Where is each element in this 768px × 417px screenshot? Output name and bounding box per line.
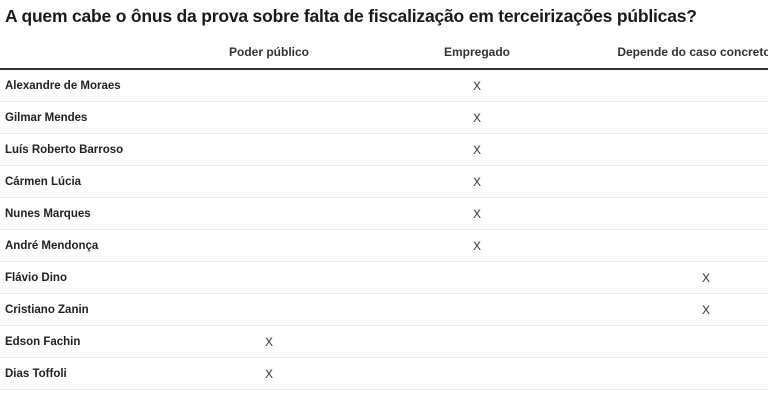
vote-mark: X xyxy=(165,357,373,390)
vote-mark xyxy=(581,197,768,230)
column-header-depende: Depende do caso concreto xyxy=(617,45,768,59)
table-row: Edson Fachin X xyxy=(0,325,768,358)
vote-mark xyxy=(373,293,581,326)
row-name: Flávio Dino xyxy=(0,261,165,294)
table-body: Alexandre de Moraes X Gilmar Mendes X Luís R… xyxy=(0,69,768,390)
vote-mark: X xyxy=(373,229,581,262)
table-row: André Mendonça X xyxy=(0,229,768,262)
vote-mark xyxy=(165,133,373,166)
vote-mark xyxy=(165,69,373,102)
vote-mark: X xyxy=(581,293,768,326)
vote-mark xyxy=(373,325,581,358)
vote-mark: X xyxy=(373,197,581,230)
table-header-row: Poder público Empregado Depende do caso … xyxy=(0,44,768,69)
row-name: Alexandre de Moraes xyxy=(0,69,165,102)
vote-mark xyxy=(165,197,373,230)
table-row: Cristiano Zanin X xyxy=(0,293,768,326)
vote-mark xyxy=(165,165,373,198)
column-header-name xyxy=(0,44,165,69)
row-name: Cármen Lúcia xyxy=(0,165,165,198)
vote-mark xyxy=(581,357,768,390)
table-row: Luís Roberto Barroso X xyxy=(0,133,768,166)
vote-mark xyxy=(581,69,768,102)
vote-mark: X xyxy=(373,101,581,134)
vote-mark xyxy=(581,165,768,198)
vote-mark xyxy=(165,229,373,262)
vote-mark: X xyxy=(165,325,373,358)
row-name: Dias Toffoli xyxy=(0,357,165,390)
column-header-poder-publico: Poder público xyxy=(228,45,309,59)
table-row: Cármen Lúcia X xyxy=(0,165,768,198)
row-name: André Mendonça xyxy=(0,229,165,262)
table-row: Dias Toffoli X xyxy=(0,357,768,390)
vote-mark xyxy=(581,229,768,262)
table-row: Alexandre de Moraes X xyxy=(0,69,768,102)
vote-mark xyxy=(581,133,768,166)
vote-mark xyxy=(581,101,768,134)
row-name: Luís Roberto Barroso xyxy=(0,133,165,166)
vote-mark: X xyxy=(373,165,581,198)
page-title: A quem cabe o ônus da prova sobre falta … xyxy=(5,6,697,26)
row-name: Gilmar Mendes xyxy=(0,101,165,134)
table-row: Gilmar Mendes X xyxy=(0,101,768,134)
vote-mark: X xyxy=(581,261,768,294)
column-header-empregado: Empregado xyxy=(443,45,510,59)
table-row: Nunes Marques X xyxy=(0,197,768,230)
vote-mark: X xyxy=(373,133,581,166)
row-name: Edson Fachin xyxy=(0,325,165,358)
votes-table: Poder público Empregado Depende do caso … xyxy=(0,44,768,390)
vote-mark xyxy=(581,325,768,358)
vote-mark xyxy=(373,357,581,390)
vote-mark xyxy=(165,101,373,134)
vote-mark: X xyxy=(373,69,581,102)
vote-mark xyxy=(165,293,373,326)
row-name: Cristiano Zanin xyxy=(0,293,165,326)
row-name: Nunes Marques xyxy=(0,197,165,230)
vote-mark xyxy=(373,261,581,294)
vote-mark xyxy=(165,261,373,294)
table-row: Flávio Dino X xyxy=(0,261,768,294)
